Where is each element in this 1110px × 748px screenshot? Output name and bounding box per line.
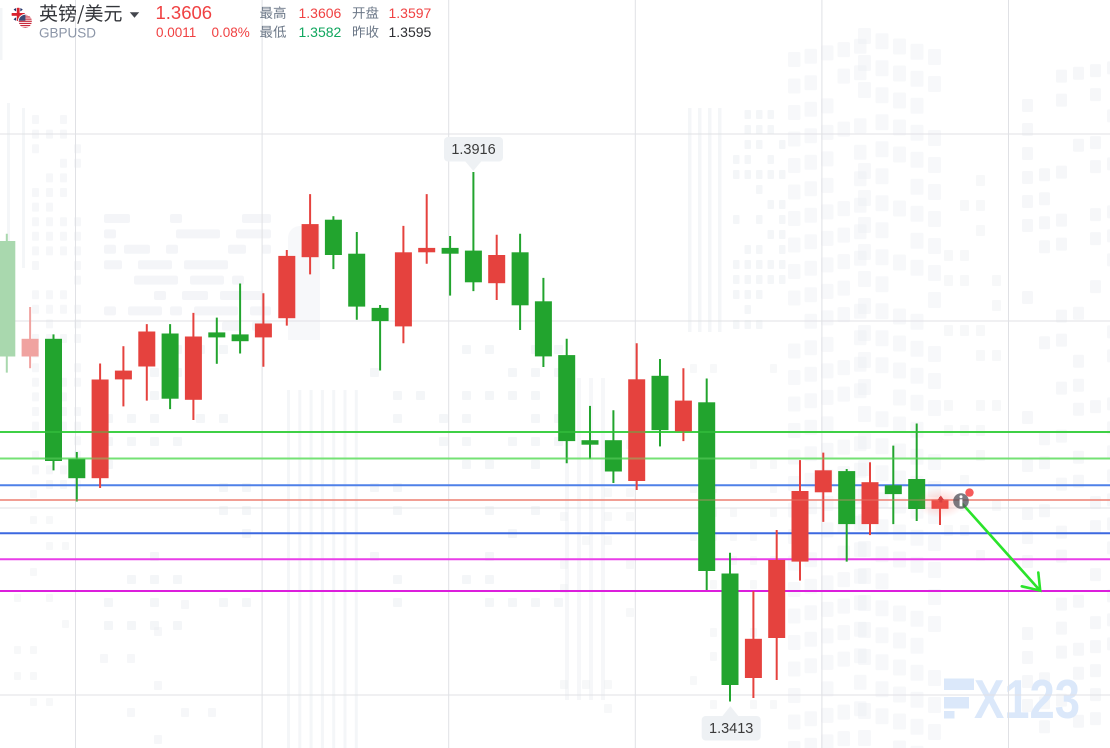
- svg-text:1.3606: 1.3606: [156, 2, 213, 23]
- svg-text:X123: X123: [974, 668, 1080, 730]
- svg-text:1.3606: 1.3606: [299, 5, 342, 21]
- svg-text:1.3916: 1.3916: [451, 142, 495, 158]
- svg-text:0.08%: 0.08%: [212, 25, 250, 40]
- svg-text:GBPUSD: GBPUSD: [39, 26, 96, 41]
- svg-text:1.3595: 1.3595: [389, 24, 432, 40]
- svg-text:1.3597: 1.3597: [389, 5, 432, 21]
- svg-text:1.3582: 1.3582: [299, 24, 342, 40]
- svg-text:1.3413: 1.3413: [709, 721, 753, 737]
- svg-text:0.0011: 0.0011: [156, 25, 196, 40]
